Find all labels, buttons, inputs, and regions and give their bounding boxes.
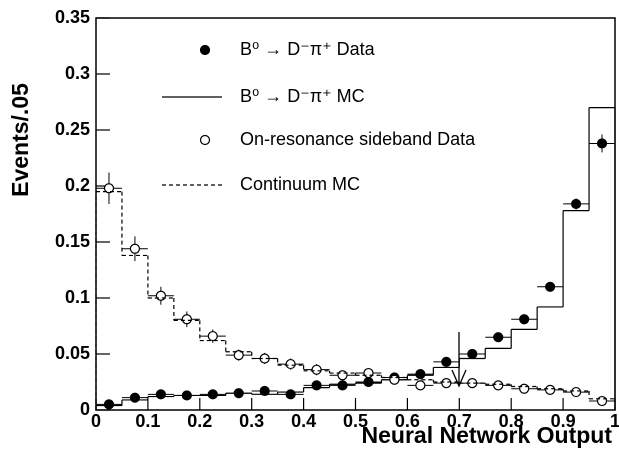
data-point: [363, 376, 374, 388]
data-point: [103, 183, 115, 194]
x-tick-label: 0.6: [395, 411, 420, 431]
x-tick-label: 0.2: [187, 411, 212, 431]
data-point: [519, 383, 530, 394]
x-tick-label: 0: [91, 411, 101, 431]
data-point: [337, 380, 348, 391]
data-point: [129, 243, 141, 254]
legend-label: On-resonance sideband Data: [240, 129, 476, 149]
x-tick-label: 0.8: [499, 411, 524, 431]
y-tick-label: 0: [80, 399, 90, 419]
data-point: [570, 198, 582, 210]
data-point: [363, 367, 374, 379]
x-tick-label: 0.4: [291, 411, 316, 431]
x-tick-label: 0.5: [343, 411, 368, 431]
data-point: [155, 290, 166, 301]
data-point: [233, 350, 244, 361]
data-point: [337, 370, 348, 381]
data-point: [493, 332, 504, 343]
data-point: [181, 314, 192, 325]
plot-frame: [95, 17, 616, 411]
data-point: [519, 314, 530, 325]
y-tick-label: 0.15: [55, 231, 90, 251]
y-tick-label: 0.2: [65, 175, 90, 195]
data-point: [285, 358, 296, 370]
x-tick-label: 0.1: [135, 411, 160, 431]
x-tick-label: 0.3: [239, 411, 264, 431]
data-point: [596, 395, 608, 407]
legend-label: B⁰ → D⁻π⁺ MC: [240, 86, 365, 106]
data-point: [441, 356, 452, 367]
x-tick-label: 0.9: [551, 411, 576, 431]
y-axis-label: Events/.05: [7, 83, 33, 197]
data-point: [129, 392, 141, 403]
data-point: [207, 389, 218, 400]
data-point: [570, 386, 582, 398]
data-point: [311, 364, 322, 375]
x-tick-label: 0.7: [447, 411, 472, 431]
data-point: [596, 138, 608, 149]
y-tick-label: 0.35: [55, 7, 90, 27]
y-tick-label: 0.3: [65, 63, 90, 83]
data-point: [103, 399, 115, 410]
data-point: [389, 374, 400, 385]
arrow-head: [451, 369, 467, 388]
data-point: [259, 385, 270, 397]
data-point: [207, 330, 218, 342]
x-axis-label: Neural Network Output: [362, 422, 613, 448]
data-point: [285, 389, 296, 400]
data-point: [415, 380, 426, 391]
data-point: [155, 389, 166, 400]
legend-marker: [199, 134, 211, 146]
y-tick-label: 0.25: [55, 119, 90, 139]
legend-marker: [199, 44, 211, 56]
legend-label: B⁰ → D⁻π⁺ Data: [240, 39, 376, 59]
data-point: [415, 369, 426, 380]
data-point: [467, 348, 478, 360]
data-point: [441, 378, 452, 389]
data-point: [493, 380, 504, 391]
y-tick-label: 0.1: [65, 287, 90, 307]
data-point: [311, 380, 322, 391]
data-point: [545, 384, 556, 395]
x-tick-label: 1: [610, 411, 619, 431]
data-point: [545, 281, 556, 292]
legend-label: Continuum MC: [240, 174, 360, 194]
y-tick-label: 0.05: [55, 343, 90, 363]
